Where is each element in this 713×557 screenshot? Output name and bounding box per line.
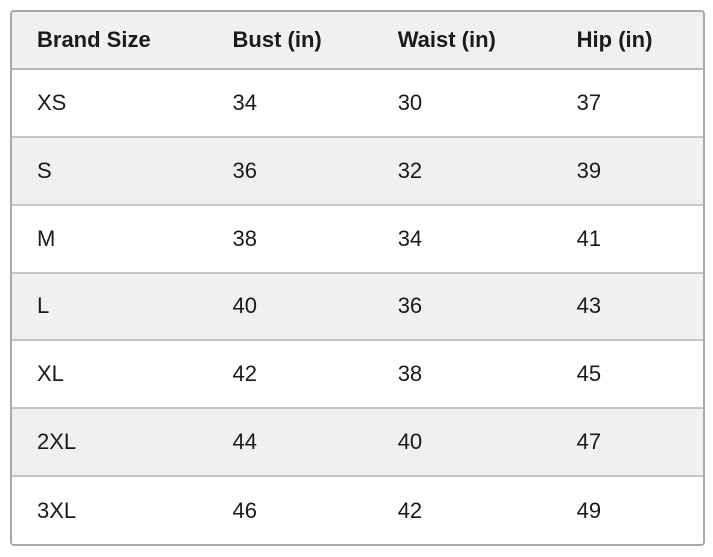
- size-chart-table: Brand Size Bust (in) Waist (in) Hip (in)…: [10, 10, 705, 546]
- cell-brand-size: XL: [12, 340, 208, 410]
- cell-brand-size: L: [12, 272, 208, 342]
- cell-hip: 47: [551, 408, 703, 478]
- cell-bust: 46: [232, 497, 258, 523]
- table-row-s: S 36 32 39: [12, 136, 703, 206]
- cell-waist: 34: [372, 204, 552, 274]
- cell-brand-size: S: [12, 136, 208, 206]
- column-header-bust: Bust (in): [207, 12, 373, 70]
- cell-hip: 39: [551, 136, 703, 206]
- cell-bust: 42: [207, 340, 373, 410]
- cell-hip: 41: [551, 204, 703, 274]
- cell-brand-size: M: [12, 204, 208, 274]
- cell-brand-size: 2XL: [12, 408, 208, 478]
- table-row-xs: XS 34 30 37: [12, 69, 703, 138]
- cell-waist: 40: [372, 408, 552, 478]
- cell-bust: 44: [207, 408, 373, 478]
- cell-bust: 40: [207, 272, 373, 342]
- cell-hip: 49: [576, 497, 602, 523]
- cell-waist: 36: [372, 272, 552, 342]
- cell-hip: 43: [551, 272, 703, 342]
- cell-bust: 36: [207, 136, 373, 206]
- cell-waist: 32: [372, 136, 552, 206]
- cell-bust: 38: [207, 204, 373, 274]
- size-table: Brand Size Bust (in) Waist (in) Hip (in)…: [12, 12, 703, 544]
- header-row: Brand Size Bust (in) Waist (in) Hip (in): [12, 12, 703, 70]
- cell-brand-size: XS: [12, 69, 208, 138]
- cell-waist: 38: [372, 340, 552, 410]
- table-row-l: L 40 36 43: [12, 272, 703, 342]
- column-header-waist: Waist (in): [372, 12, 552, 70]
- cell-bust: 34: [207, 69, 373, 138]
- cell-hip: 45: [551, 340, 703, 410]
- cell-hip: 37: [551, 69, 703, 138]
- table-row-2xl: 2XL 44 40 47: [12, 408, 703, 478]
- cell-brand-size: 3XL: [37, 497, 77, 523]
- table-row-3xl: 3XL 46 42 49: [12, 476, 703, 544]
- column-header-brand-size: Brand Size: [12, 12, 208, 70]
- cell-waist: 42: [397, 497, 423, 523]
- table-row-m: M 38 34 41: [12, 204, 703, 274]
- table-row-xl: XL 42 38 45: [12, 340, 703, 410]
- cell-waist: 30: [372, 69, 552, 138]
- column-header-hip: Hip (in): [551, 12, 703, 70]
